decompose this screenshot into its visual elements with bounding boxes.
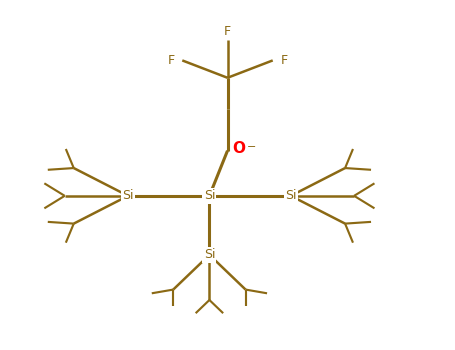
Text: Si: Si: [204, 248, 215, 261]
Text: Si: Si: [204, 189, 215, 202]
Text: F: F: [224, 26, 231, 38]
Text: Si: Si: [285, 189, 297, 202]
Text: F: F: [167, 54, 175, 67]
Text: Si: Si: [122, 189, 134, 202]
Text: F: F: [280, 54, 288, 67]
Text: O: O: [232, 141, 245, 156]
Text: −: −: [247, 141, 256, 152]
